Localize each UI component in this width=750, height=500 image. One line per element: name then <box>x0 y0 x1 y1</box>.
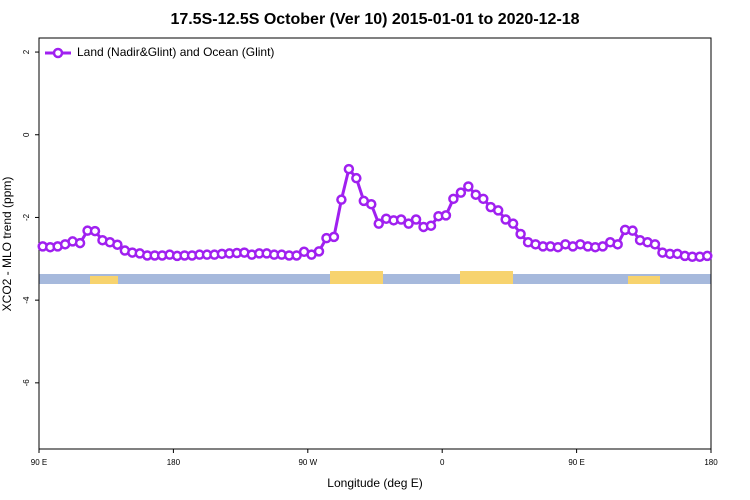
point <box>343 163 355 175</box>
point <box>74 237 86 249</box>
y-tick-label: 2 <box>22 49 31 54</box>
point <box>492 205 504 216</box>
point <box>313 246 325 257</box>
point <box>612 239 623 250</box>
y-tick-label: -4 <box>22 296 31 304</box>
y-tick-label: -6 <box>22 379 31 387</box>
point <box>448 193 459 205</box>
point <box>597 241 608 252</box>
x-axis-label: Longitude (deg E) <box>327 476 422 490</box>
land-ocean-strip <box>39 271 711 284</box>
point <box>702 250 713 262</box>
point <box>351 172 362 184</box>
y-tick-label: -2 <box>22 213 31 221</box>
point <box>410 214 422 225</box>
point <box>500 214 511 225</box>
legend-label: Land (Nadir&Glint) and Ocean (Glint) <box>77 45 274 59</box>
point <box>463 181 474 192</box>
point <box>373 218 384 229</box>
x-tick-label: 90 E <box>568 458 584 467</box>
y-tick-label: 0 <box>22 132 31 137</box>
x-tick-label: 180 <box>704 458 718 467</box>
x-tick-label: 90 W <box>298 458 317 467</box>
point <box>470 189 482 200</box>
point <box>395 214 407 225</box>
point <box>440 210 452 221</box>
point <box>627 225 638 236</box>
point <box>455 187 467 198</box>
point <box>112 239 123 250</box>
point <box>403 218 414 229</box>
point <box>425 220 437 231</box>
point <box>336 194 347 205</box>
x-tick-label: 90 E <box>31 458 47 467</box>
point <box>515 228 526 240</box>
point <box>478 193 489 205</box>
point <box>366 198 377 210</box>
point <box>649 239 661 250</box>
point <box>328 231 340 243</box>
chart-title: 17.5S-12.5S October (Ver 10) 2015-01-01 … <box>170 11 579 28</box>
y-axis-label: XCO2 - MLO trend (ppm) <box>0 177 14 312</box>
point <box>507 218 519 229</box>
point <box>89 225 101 237</box>
legend-marker <box>52 47 64 59</box>
x-tick-label: 180 <box>167 458 181 467</box>
x-tick-label: 0 <box>440 458 445 467</box>
